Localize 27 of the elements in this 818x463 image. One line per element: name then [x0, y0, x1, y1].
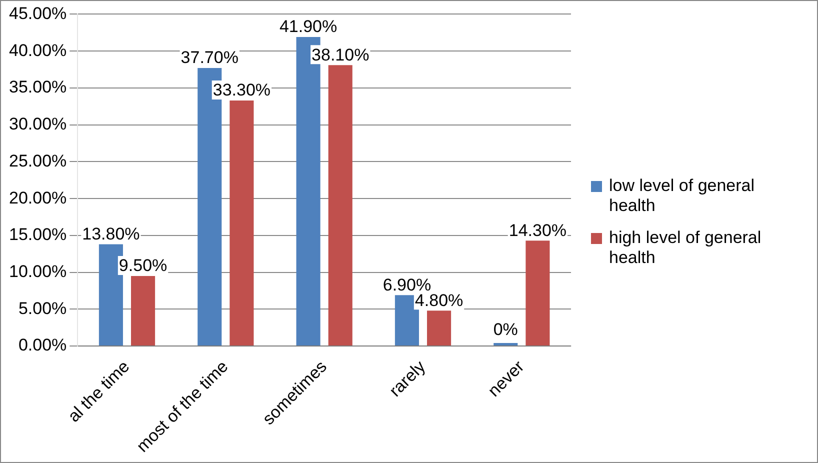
bar	[328, 65, 352, 346]
data-label: 33.30%	[212, 80, 271, 100]
data-label: 4.80%	[414, 290, 464, 310]
y-tick-label: 25.00%	[8, 151, 67, 170]
y-tick-label: 20.00%	[8, 188, 67, 208]
y-tick-label: 15.00%	[8, 225, 67, 244]
y-tick-label: 40.00%	[8, 40, 67, 60]
bar	[526, 240, 550, 346]
data-label: 38.10%	[312, 45, 370, 64]
data-label: 0%	[493, 320, 518, 340]
y-tick-label: 45.00%	[8, 4, 67, 23]
bar	[427, 310, 452, 346]
y-tick-label: 10.00%	[8, 262, 67, 281]
y-tick-label: 35.00%	[8, 78, 67, 97]
data-label: 37.70%	[180, 48, 238, 68]
y-tick-label: 5.00%	[18, 298, 67, 318]
bar	[230, 100, 254, 346]
bar	[131, 276, 156, 346]
legend-label: high level of general health	[609, 228, 762, 268]
y-tick-label: 0.00%	[18, 336, 67, 355]
data-label: 41.90%	[279, 17, 338, 36]
y-tick-label: 30.00%	[8, 114, 67, 134]
data-label: 13.80%	[82, 224, 140, 244]
data-label: 9.50%	[118, 256, 168, 276]
legend-label: low level of general health	[609, 176, 756, 216]
x-tick-label: al the time	[64, 356, 134, 426]
data-label: 14.30%	[508, 220, 567, 240]
